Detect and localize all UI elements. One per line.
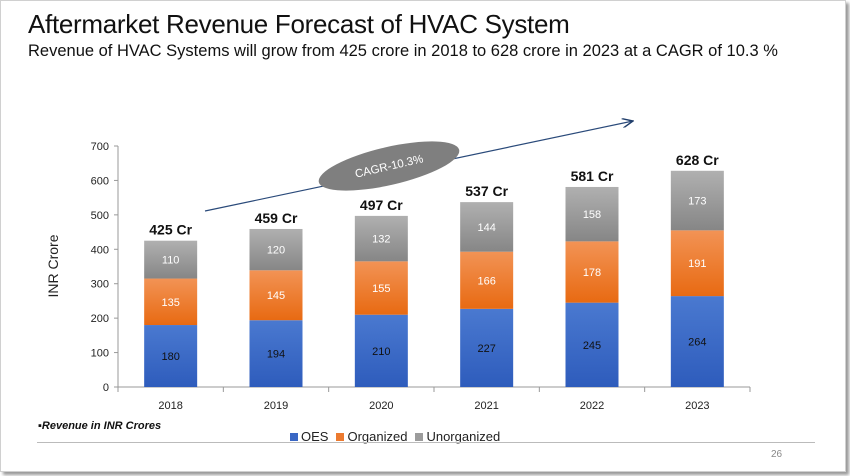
data-label: 144 [477,222,495,234]
bar-oes-2019 [249,320,303,387]
bar-unorganized-2018 [144,240,198,279]
x-tick-label: 2018 [158,400,182,412]
y-tick-label: 700 [91,141,109,153]
y-tick-label: 500 [91,210,109,222]
total-label: 459 Cr [255,210,298,226]
total-label: 537 Cr [465,183,508,199]
y-tick-label: 300 [91,279,109,291]
bar-oes-2021 [460,308,514,387]
x-tick-label: 2021 [474,400,498,412]
cagr-badge: CAGR-10.3% [318,141,460,191]
bar-organized-2020 [354,261,408,315]
data-label: 194 [267,349,285,361]
x-tick-label: 2022 [580,400,604,412]
footer-divider [37,442,815,443]
total-label: 581 Cr [571,168,614,184]
data-label: 178 [583,267,601,279]
legend-item-oes: OES [290,429,328,444]
bar-unorganized-2023 [670,170,724,231]
legend-item-unorganized: Unorganized [415,429,500,444]
legend-label: Unorganized [426,429,501,444]
data-label: 135 [161,297,179,309]
data-label: 110 [162,255,180,267]
data-label: 155 [372,283,390,295]
total-label: 425 Cr [149,222,192,238]
legend-label: OES [301,429,329,444]
bar-unorganized-2019 [249,228,303,271]
legend-swatch [336,432,345,441]
bar-oes-2023 [670,296,724,387]
y-tick-label: 0 [103,382,109,394]
bar-oes-2022 [565,302,619,387]
legend-swatch [290,432,298,441]
bar-organized-2023 [670,230,724,297]
bar-oes-2020 [354,314,408,387]
bar-organized-2018 [144,278,198,326]
bar-oes-2018 [144,325,198,387]
data-label: 210 [372,346,390,358]
x-tick-label: 2023 [685,400,709,412]
y-tick-label: 600 [91,175,109,187]
x-tick-label: 2020 [369,400,393,412]
legend-label: Organized [347,429,408,444]
data-label: 158 [583,209,601,221]
y-tick-label: 100 [91,348,109,360]
bar-organized-2022 [565,241,619,303]
slide-subtitle: Revenue of HVAC Systems will grow from 4… [28,42,778,60]
y-tick-label: 400 [91,244,109,256]
bar-unorganized-2020 [354,215,408,262]
legend: OES Organized Unorganized [290,429,500,444]
data-label: 191 [688,258,706,270]
legend-swatch [415,432,424,441]
bar-unorganized-2022 [565,186,619,242]
total-label: 628 Cr [676,152,719,168]
bar-unorganized-2021 [460,202,514,252]
data-label: 245 [583,340,601,352]
legend-item-organized: Organized [336,429,407,444]
footnote: ▪Revenue in INR Crores [38,420,162,432]
data-label: 227 [477,343,495,355]
slide-title: Aftermarket Revenue Forecast of HVAC Sys… [28,9,570,39]
data-label: 166 [477,275,495,287]
data-label: 132 [372,234,390,246]
total-label: 497 Cr [360,197,403,213]
data-label: 180 [161,351,179,363]
data-label: 145 [267,290,285,302]
bar-organized-2019 [249,270,303,321]
data-label: 120 [267,245,285,257]
x-tick-label: 2019 [264,400,288,412]
y-tick-label: 200 [91,313,109,325]
page-number: 26 [771,449,783,460]
y-axis-label: INR Crore [45,234,61,297]
data-label: 264 [688,337,706,349]
data-label: 173 [688,196,706,208]
bar-organized-2021 [460,251,514,309]
